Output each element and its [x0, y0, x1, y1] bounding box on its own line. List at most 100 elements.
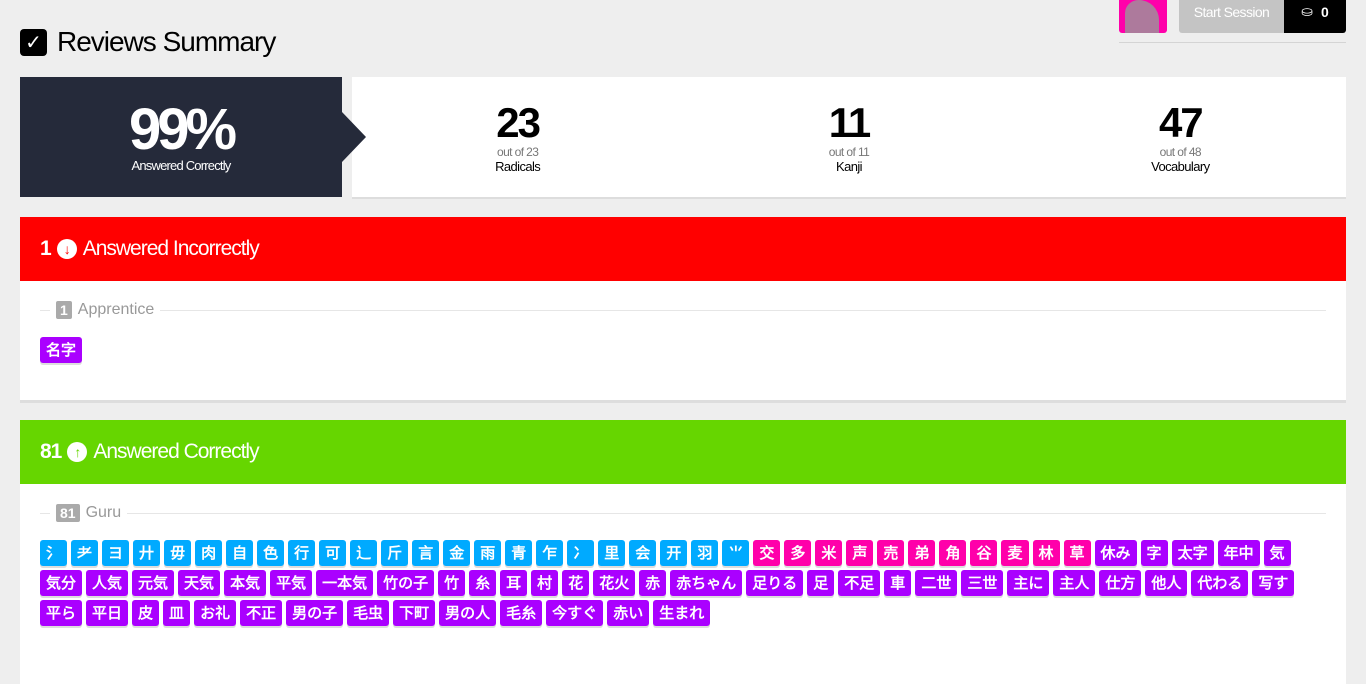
- arrow-down-icon: ↓: [56, 239, 77, 259]
- radical-item[interactable]: 行: [288, 540, 316, 566]
- vocabulary-item[interactable]: 三世: [961, 570, 1004, 596]
- radical-item[interactable]: 雨: [474, 540, 502, 566]
- kanji-item[interactable]: 谷: [970, 540, 998, 566]
- radical-item[interactable]: 肉: [195, 540, 223, 566]
- vocabulary-item[interactable]: 元気: [132, 570, 175, 596]
- kanji-item[interactable]: 声: [846, 540, 874, 566]
- vocabulary-item[interactable]: 主人: [1053, 570, 1096, 596]
- vocabulary-item[interactable]: 平ら: [40, 600, 83, 626]
- correct-items: 氵耂ヨ廾毋肉自色行可辶斤言金雨青乍冫里会开羽⺌交多米声売弟角谷麦林草休み字太字年…: [40, 540, 1326, 626]
- radical-item[interactable]: 里: [598, 540, 626, 566]
- kanji-item[interactable]: 売: [877, 540, 905, 566]
- vocabulary-item[interactable]: 車: [884, 570, 912, 596]
- vocabulary-item[interactable]: 一本気: [316, 570, 374, 596]
- radical-item[interactable]: 金: [443, 540, 471, 566]
- vocabulary-item[interactable]: 不正: [240, 600, 283, 626]
- radical-item[interactable]: 言: [412, 540, 440, 566]
- radical-item[interactable]: 自: [226, 540, 254, 566]
- vocabulary-item[interactable]: 平気: [270, 570, 313, 596]
- radical-item[interactable]: 冫: [567, 540, 595, 566]
- kanji-item[interactable]: 草: [1063, 540, 1091, 566]
- vocabulary-item[interactable]: 休み: [1094, 540, 1137, 566]
- kanji-item[interactable]: 林: [1032, 540, 1060, 566]
- radical-item[interactable]: 会: [629, 540, 657, 566]
- incorrect-label: Answered Incorrectly: [82, 237, 260, 260]
- vocabulary-item[interactable]: 足: [807, 570, 835, 596]
- radical-item[interactable]: 毋: [164, 540, 192, 566]
- radical-item[interactable]: 斤: [381, 540, 409, 566]
- vocabulary-item[interactable]: 仕方: [1099, 570, 1142, 596]
- radical-item[interactable]: 青: [505, 540, 533, 566]
- vocabulary-item[interactable]: 花火: [593, 570, 636, 596]
- vocabulary-item[interactable]: 足りる: [746, 570, 804, 596]
- radical-item[interactable]: ⺌: [722, 540, 750, 566]
- kanji-item[interactable]: 弟: [908, 540, 936, 566]
- incorrect-section: 1 ↓ Answered Incorrectly 1 Apprentice 名字: [20, 217, 1346, 400]
- level-name: Guru: [85, 504, 122, 521]
- vocabulary-item[interactable]: 太字: [1171, 540, 1214, 566]
- vocabulary-item[interactable]: 今すぐ: [546, 600, 604, 626]
- radical-item[interactable]: 可: [319, 540, 347, 566]
- summary-stats: 99% Answered Correctly 23 out of 23 Radica…: [20, 77, 1346, 197]
- inbox-icon: ⛀: [1301, 3, 1313, 19]
- vocabulary-item[interactable]: 竹の子: [377, 570, 435, 596]
- vocabulary-item[interactable]: 天気: [178, 570, 221, 596]
- kanji-item[interactable]: 麦: [1001, 540, 1029, 566]
- radical-item[interactable]: ヨ: [102, 540, 130, 566]
- vocabulary-item[interactable]: 主に: [1007, 570, 1050, 596]
- radical-item[interactable]: 羽: [691, 540, 719, 566]
- vocabulary-item[interactable]: 皿: [163, 600, 191, 626]
- vocabulary-item[interactable]: 平日: [86, 600, 129, 626]
- vocabulary-item[interactable]: 年中: [1217, 540, 1260, 566]
- radical-item[interactable]: 氵: [40, 540, 68, 566]
- avatar[interactable]: [1119, 0, 1167, 33]
- count-out-of: out of 23: [497, 144, 539, 159]
- vocabulary-item[interactable]: 赤ちゃん: [670, 570, 743, 596]
- vocabulary-item[interactable]: 気: [1263, 540, 1291, 566]
- vocabulary-item[interactable]: 男の子: [286, 600, 344, 626]
- vocabulary-item[interactable]: 生まれ: [653, 600, 711, 626]
- vocabulary-item[interactable]: 赤い: [607, 600, 650, 626]
- vocabulary-item[interactable]: 耳: [500, 570, 528, 596]
- vocabulary-item[interactable]: 花: [562, 570, 590, 596]
- radical-item[interactable]: 色: [257, 540, 285, 566]
- vocabulary-item[interactable]: 村: [531, 570, 559, 596]
- vocabulary-item[interactable]: 他人: [1145, 570, 1188, 596]
- vocabulary-item[interactable]: 男の人: [439, 600, 497, 626]
- vocabulary-item[interactable]: 赤: [639, 570, 667, 596]
- inbox-button[interactable]: ⛀ 0: [1284, 0, 1346, 33]
- radical-item[interactable]: 辶: [350, 540, 378, 566]
- kanji-item[interactable]: 角: [939, 540, 967, 566]
- radical-item[interactable]: 廾: [133, 540, 161, 566]
- vocabulary-item[interactable]: 字: [1140, 540, 1168, 566]
- vocabulary-item[interactable]: 人気: [86, 570, 129, 596]
- vocabulary-item[interactable]: 不足: [838, 570, 881, 596]
- correct-header: 81 ↑ Answered Correctly: [20, 420, 1346, 484]
- vocabulary-item[interactable]: 本気: [224, 570, 267, 596]
- incorrect-items: 名字: [40, 337, 1326, 363]
- vocabulary-item[interactable]: 皮: [132, 600, 160, 626]
- radical-item[interactable]: 乍: [536, 540, 564, 566]
- kanji-item[interactable]: 米: [815, 540, 843, 566]
- vocabulary-item[interactable]: 竹: [438, 570, 466, 596]
- vocabulary-item[interactable]: 毛糸: [500, 600, 543, 626]
- vocabulary-item[interactable]: 写す: [1252, 570, 1295, 596]
- radical-item[interactable]: 耂: [71, 540, 99, 566]
- start-session-button[interactable]: Start Session: [1179, 0, 1284, 33]
- vocabulary-item[interactable]: 二世: [915, 570, 958, 596]
- top-bar: Start Session ⛀ 0: [1119, 0, 1346, 33]
- counts-panel: 23 out of 23 Radicals 11 out of 11 Kanji 47 o…: [352, 77, 1346, 197]
- percent-panel: 99% Answered Correctly: [20, 77, 366, 197]
- kanji-item[interactable]: 多: [784, 540, 812, 566]
- vocabulary-item[interactable]: 代わる: [1191, 570, 1249, 596]
- vocabulary-item[interactable]: 下町: [393, 600, 436, 626]
- vocabulary-item[interactable]: 毛虫: [347, 600, 390, 626]
- level-name: Apprentice: [77, 301, 155, 318]
- inbox-count: 0: [1320, 3, 1329, 20]
- radical-item[interactable]: 开: [660, 540, 688, 566]
- vocabulary-item[interactable]: 糸: [469, 570, 497, 596]
- vocabulary-item[interactable]: お礼: [194, 600, 237, 626]
- vocabulary-item[interactable]: 気分: [40, 570, 83, 596]
- vocabulary-item[interactable]: 名字: [40, 337, 83, 363]
- kanji-item[interactable]: 交: [753, 540, 781, 566]
